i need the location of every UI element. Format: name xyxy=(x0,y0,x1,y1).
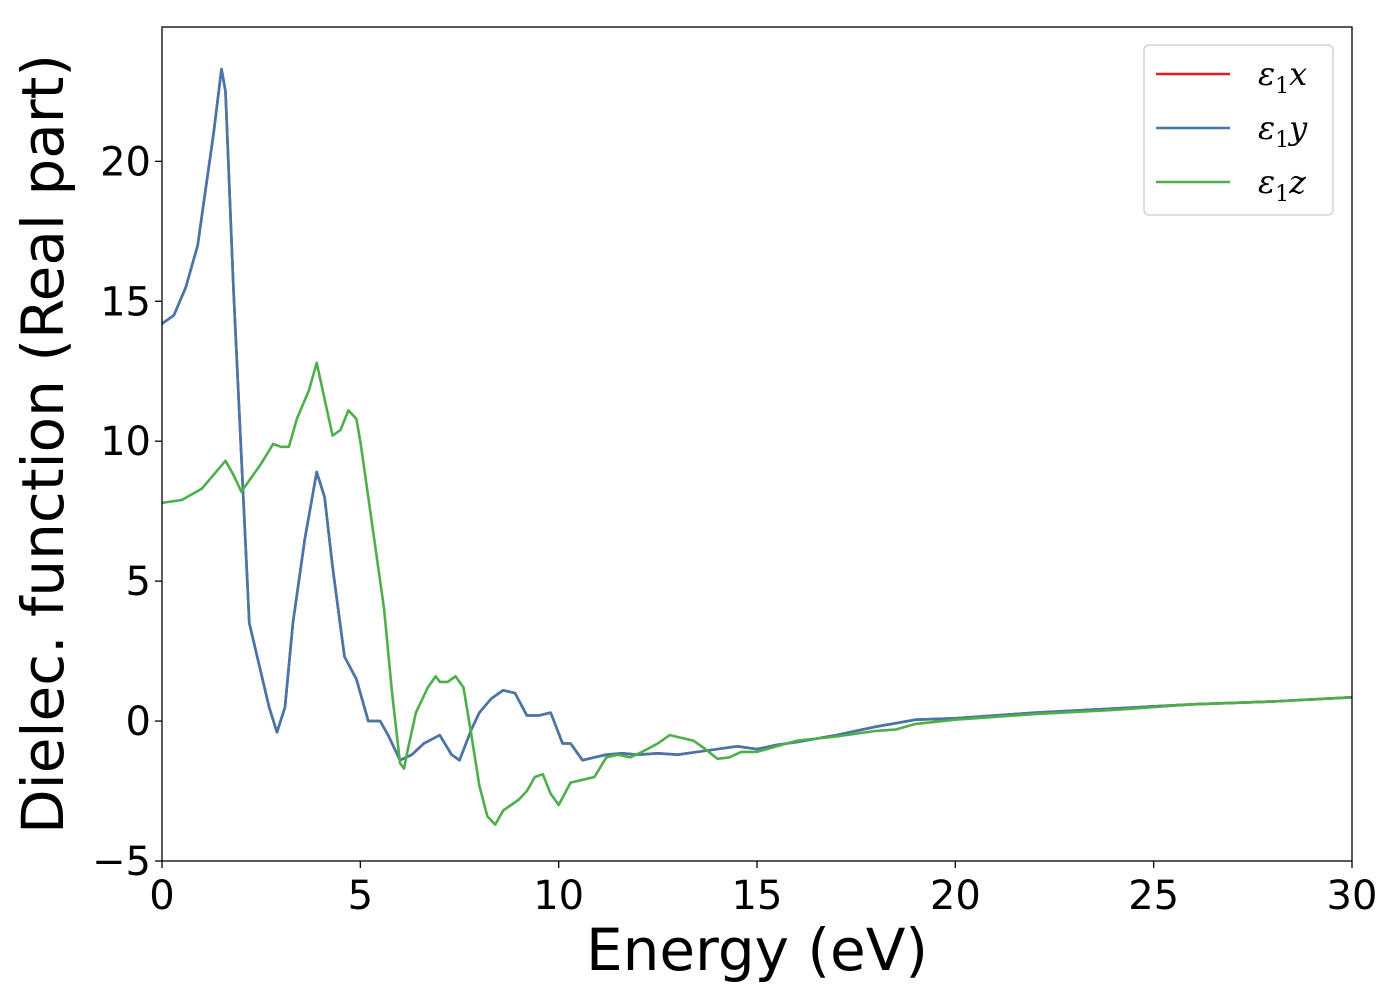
y-tick-label: 15 xyxy=(100,279,151,325)
y-axis-label: Dielec. function (Real part) xyxy=(9,54,77,834)
series-line-z xyxy=(162,361,1352,826)
x-tick-label: 5 xyxy=(348,873,373,919)
y-tick-label: 5 xyxy=(126,559,151,605)
x-tick-label: 20 xyxy=(930,873,981,919)
x-tick-label: 15 xyxy=(732,873,783,919)
legend-box xyxy=(1143,44,1334,216)
y-tick-label: 20 xyxy=(100,139,151,185)
y-tick-label: 0 xyxy=(126,699,151,745)
x-tick-label: 10 xyxy=(533,873,584,919)
x-axis-label: Energy (eV) xyxy=(586,916,928,984)
legend: ε1x ε1y ε1z xyxy=(1143,44,1334,216)
legend-label-z: ε1z xyxy=(1258,163,1307,207)
legend-label-x: ε1x xyxy=(1258,55,1307,99)
x-tick-label: 25 xyxy=(1128,873,1179,919)
plot-lines xyxy=(162,67,1352,826)
x-tick-label: 30 xyxy=(1327,873,1378,919)
y-tick-label: 10 xyxy=(100,419,151,465)
x-tick-label: 0 xyxy=(149,873,174,919)
y-tick-label: −5 xyxy=(92,839,151,885)
legend-label-y: ε1y xyxy=(1258,109,1308,153)
